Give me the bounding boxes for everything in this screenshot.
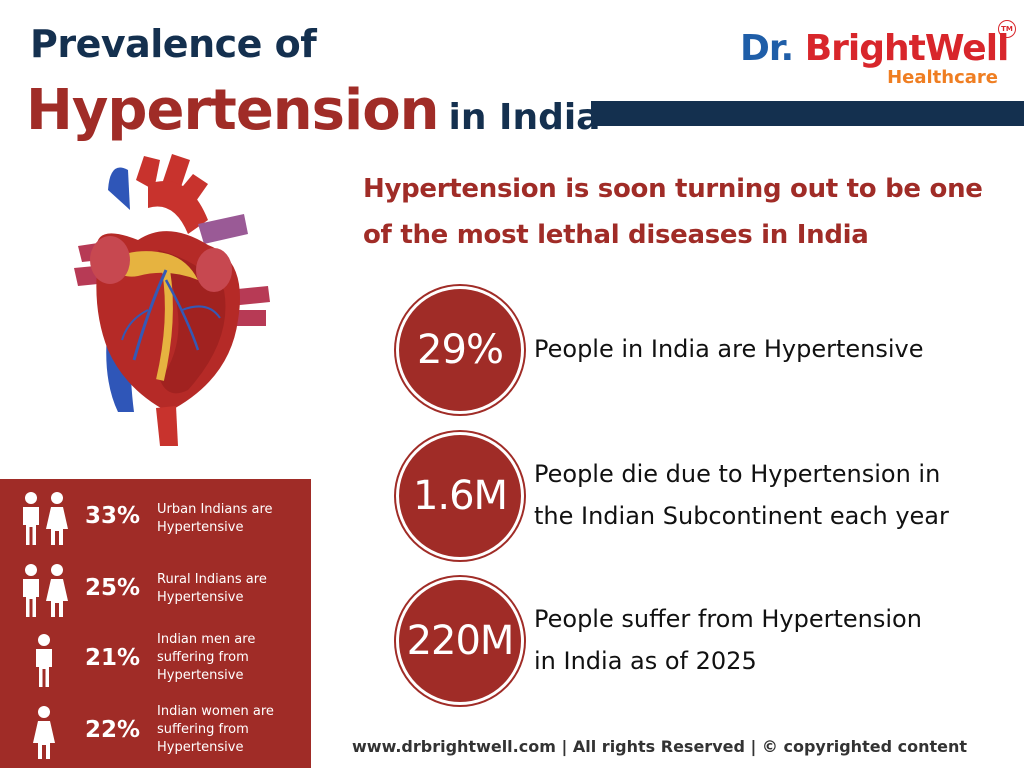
percent-description: Indian women are suffering from Hyperten… bbox=[157, 703, 307, 757]
demographic-row-men: 21% Indian men are suffering from Hypert… bbox=[0, 629, 311, 689]
desc-line: Hypertensive bbox=[157, 590, 244, 605]
heart-illustration bbox=[74, 154, 270, 446]
percent-value: 21% bbox=[85, 645, 141, 671]
stat-description: People suffer from Hypertension in India… bbox=[534, 598, 1004, 682]
stat-sufferers: 220M People suffer from Hypertension in … bbox=[396, 577, 1016, 707]
stat-line2: the Indian Subcontinent each year bbox=[534, 502, 949, 530]
stat-line1: People in India are Hypertensive bbox=[534, 335, 924, 363]
logo-subtitle: Healthcare bbox=[887, 67, 998, 88]
stat-line1: People die due to Hypertension in bbox=[534, 460, 941, 488]
desc-line: suffering from bbox=[157, 722, 249, 737]
vena-cava-top bbox=[108, 167, 130, 210]
stat-description: People die due to Hypertension in the In… bbox=[534, 453, 1004, 537]
percent-value: 25% bbox=[85, 575, 141, 601]
footer-copyright: www.drbrightwell.com | All rights Reserv… bbox=[352, 737, 967, 756]
pulmonary-artery bbox=[198, 214, 248, 244]
percent-value: 22% bbox=[85, 717, 141, 743]
headline-line2: of the most lethal diseases in India bbox=[363, 220, 869, 250]
demographic-row-rural: 25% Rural Indians are Hypertensive bbox=[0, 559, 311, 619]
title-suffix: in India bbox=[448, 97, 601, 138]
brand-logo: Dr. BrightWell Healthcare TM bbox=[740, 20, 1020, 92]
desc-line: suffering from bbox=[157, 650, 249, 665]
stat-circle: 220M bbox=[396, 577, 524, 705]
logo-brand: BrightWell bbox=[804, 28, 1010, 69]
title-main: Hypertension bbox=[26, 78, 440, 143]
desc-line: Hypertensive bbox=[157, 520, 244, 535]
title-accent-bar bbox=[591, 101, 1024, 126]
couple-icon bbox=[23, 564, 68, 617]
stat-description: People in India are Hypertensive bbox=[534, 328, 1004, 370]
man-icon bbox=[36, 634, 52, 687]
stat-deaths: 1.6M People die due to Hypertension in t… bbox=[396, 432, 1016, 562]
aortic-arch bbox=[148, 180, 208, 234]
desc-line: Urban Indians are bbox=[157, 502, 273, 517]
woman-icon bbox=[33, 706, 55, 759]
desc-line: Hypertensive bbox=[157, 668, 244, 683]
demographic-row-urban: 33% Urban Indians are Hypertensive bbox=[0, 487, 311, 547]
percent-value: 33% bbox=[85, 503, 141, 529]
couple-icon bbox=[23, 492, 68, 545]
headline-line1: Hypertension is soon turning out to be o… bbox=[363, 174, 983, 204]
page-title: Hypertension in India bbox=[26, 78, 600, 143]
stat-circle: 29% bbox=[396, 286, 524, 414]
trademark-icon: TM bbox=[998, 20, 1016, 38]
stat-hypertensive: 29% People in India are Hypertensive bbox=[396, 286, 1016, 416]
stat-circle: 1.6M bbox=[396, 432, 524, 560]
desc-line: Rural Indians are bbox=[157, 572, 267, 587]
stat-line2: in India as of 2025 bbox=[534, 647, 757, 675]
percent-description: Urban Indians are Hypertensive bbox=[157, 501, 307, 537]
desc-line: Hypertensive bbox=[157, 740, 244, 755]
percent-description: Indian men are suffering from Hypertensi… bbox=[157, 631, 307, 685]
stat-line1: People suffer from Hypertension bbox=[534, 605, 922, 633]
desc-line: Indian men are bbox=[157, 632, 256, 647]
percent-description: Rural Indians are Hypertensive bbox=[157, 571, 307, 607]
title-line1: Prevalence of bbox=[30, 22, 317, 66]
demographic-row-women: 22% Indian women are suffering from Hype… bbox=[0, 701, 311, 761]
demographics-panel: 33% Urban Indians are Hypertensive 25% R… bbox=[0, 479, 311, 768]
headline: Hypertension is soon turning out to be o… bbox=[363, 166, 1013, 258]
logo-dr: Dr. bbox=[740, 28, 794, 69]
logo-wordmark: Dr. BrightWell bbox=[740, 28, 1020, 69]
desc-line: Indian women are bbox=[157, 704, 274, 719]
